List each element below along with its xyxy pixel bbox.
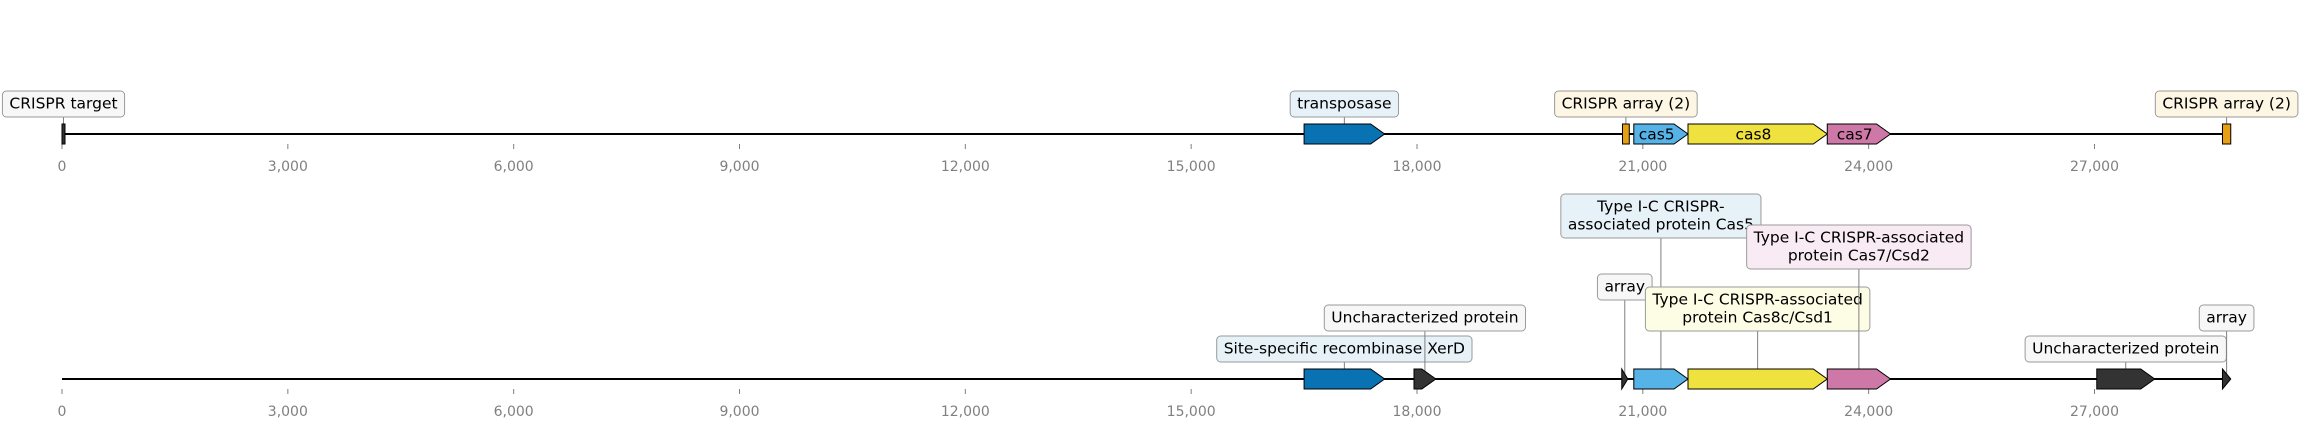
crispr-array-2-label: CRISPR array (2) — [2162, 95, 2291, 113]
axis-tick-label: 24,000 — [1844, 159, 1893, 175]
recombinase-xerd-label: Site-specific recombinase XerD — [1224, 340, 1465, 358]
crispr-array-2-label-box — [2154, 90, 2299, 118]
uncharacterized-1-label-box — [1323, 304, 1527, 332]
uncharacterized-1-gene[interactable] — [1413, 368, 1437, 390]
transposase-label-box — [1289, 90, 1400, 118]
axis-tick-label: 27,000 — [2070, 404, 2119, 420]
cas5-protein-gene[interactable] — [1633, 368, 1689, 390]
cas7-protein-label: Type I-C CRISPR-associated protein Cas7/C… — [1753, 229, 1964, 265]
cas8-gene[interactable] — [1687, 123, 1829, 145]
cas8c-protein-label: Type I-C CRISPR-associated protein Cas8c/… — [1651, 291, 1862, 327]
cas7-protein-label-box — [1746, 224, 1972, 270]
genes-top: cas5 cas8 cas7 — [61, 123, 2232, 145]
array-2-label: array — [2206, 309, 2247, 327]
uncharacterized-2-label: Uncharacterized protein — [2032, 340, 2219, 358]
axis-tick-label: 15,000 — [1167, 159, 1216, 175]
array-1-label: array — [1604, 278, 1645, 296]
axis-top: 0 3,000 6,000 9,000 12,000 15,000 18,000 21,000… — [58, 144, 2119, 175]
axis-tick-label: 12,000 — [941, 404, 990, 420]
crispr-array-1-label: CRISPR array (2) — [1562, 95, 1691, 113]
crispr-target-gene[interactable] — [61, 123, 66, 145]
cas7-protein-gene[interactable] — [1826, 368, 1892, 390]
axis-tick-label: 21,000 — [1618, 159, 1667, 175]
axis-tick-label: 21,000 — [1618, 404, 1667, 420]
transposase-label: transposase — [1297, 95, 1391, 113]
track-bottom: 0 3,000 6,000 9,000 12,000 15,000 18,000 21,000… — [58, 193, 2255, 420]
labels-bottom: Site-specific recombinase XerD Uncharacte… — [1216, 193, 2255, 379]
recombinase-xerd-label-box — [1216, 335, 1473, 363]
axis-tick-label: 6,000 — [494, 404, 534, 420]
array-1-gene[interactable] — [1621, 367, 1629, 391]
genes-bottom — [1303, 367, 2232, 391]
crispr-array-1-label-box — [1554, 90, 1698, 118]
cas5-protein-label-box — [1560, 193, 1762, 239]
recombinase-xerd-gene[interactable] — [1303, 368, 1386, 390]
cas7-gene[interactable] — [1826, 123, 1892, 145]
uncharacterized-1-label: Uncharacterized protein — [1331, 309, 1518, 327]
crispr-array-2-gene[interactable] — [2221, 123, 2232, 145]
axis-tick-label: 24,000 — [1844, 404, 1893, 420]
cas5-protein-label: Type I-C CRISPR-associated protein Cas5 — [1568, 198, 1754, 234]
axis-tick-label: 0 — [58, 404, 67, 420]
axis-tick-label: 3,000 — [268, 404, 308, 420]
axis-tick-label: 18,000 — [1393, 404, 1442, 420]
axis-tick-label: 12,000 — [941, 159, 990, 175]
cas5-gene-label: cas5 — [1639, 126, 1675, 144]
axis-bottom: 0 3,000 6,000 9,000 12,000 15,000 18,000 21,000… — [58, 389, 2119, 420]
axis-tick-label: 9,000 — [719, 159, 759, 175]
array-2-gene[interactable] — [2221, 367, 2232, 391]
axis-tick-label: 9,000 — [719, 404, 759, 420]
crispr-array-1-gene[interactable] — [1622, 123, 1630, 145]
axis-tick-label: 0 — [58, 159, 67, 175]
axis-tick-label: 27,000 — [2070, 159, 2119, 175]
transposase-gene[interactable] — [1303, 123, 1386, 145]
axis-tick-label: 3,000 — [268, 159, 308, 175]
crispr-target-label-box — [1, 90, 126, 118]
axis-tick-label: 18,000 — [1393, 159, 1442, 175]
cas8-gene-label: cas8 — [1735, 126, 1771, 144]
cas7-gene-label: cas7 — [1837, 126, 1873, 144]
crispr-target-label: CRISPR target — [9, 95, 117, 113]
track-top: 0 3,000 6,000 9,000 12,000 15,000 18,000 21,000… — [1, 90, 2299, 175]
uncharacterized-2-gene[interactable] — [2096, 368, 2156, 390]
cas8c-protein-label-box — [1644, 286, 1871, 332]
labels-top: CRISPR target transposase CRISPR array (2)… — [1, 90, 2299, 134]
axis-tick-label: 6,000 — [494, 159, 534, 175]
cas5-gene[interactable] — [1633, 123, 1689, 145]
cas8c-protein-gene[interactable] — [1687, 368, 1829, 390]
array-2-label-box — [2198, 304, 2255, 332]
axis-tick-label: 15,000 — [1167, 404, 1216, 420]
